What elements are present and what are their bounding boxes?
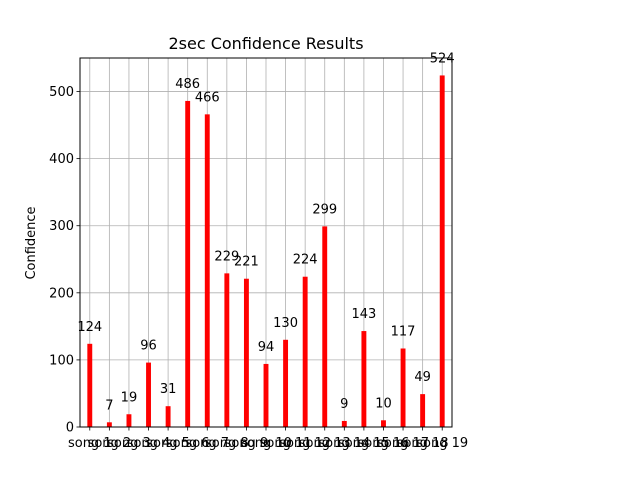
y-tick-label: 400 <box>49 152 74 167</box>
bar-value-label: 229 <box>214 249 239 264</box>
bar <box>204 114 210 428</box>
bar <box>283 339 289 427</box>
bar <box>185 100 191 428</box>
x-tick-label: song 18 <box>397 436 449 451</box>
x-tick-label: song 2 <box>88 436 132 451</box>
x-tick-label: song 12 <box>279 436 331 451</box>
y-tick-label: 300 <box>49 219 74 234</box>
bar <box>439 75 445 427</box>
x-tick-label: song 9 <box>225 436 269 451</box>
x-tick-label: song 5 <box>146 436 190 451</box>
bar-value-label: 130 <box>273 316 298 331</box>
x-tick-label: song 4 <box>127 436 171 451</box>
bar <box>322 226 328 427</box>
bar-value-label: 49 <box>414 370 431 385</box>
bar-value-label: 466 <box>195 90 220 105</box>
bar <box>341 420 347 427</box>
bar <box>126 414 132 427</box>
bar-value-label: 31 <box>160 382 177 397</box>
bar-value-label: 94 <box>258 340 275 355</box>
bar <box>165 406 171 427</box>
x-tick-label: song 17 <box>377 436 429 451</box>
x-tick-label: song 8 <box>205 436 249 451</box>
bar-value-label: 96 <box>140 339 157 354</box>
bar-value-label: 299 <box>312 202 337 217</box>
plot-frame <box>79 57 453 428</box>
y-axis-ticks: 0 100 200 300 400 500 <box>49 85 80 436</box>
x-tick-label: song 10 <box>240 436 292 451</box>
x-tick-label: song 3 <box>107 436 151 451</box>
bar <box>243 278 249 427</box>
x-tick-label: song 14 <box>318 436 370 451</box>
x-tick-label: song 11 <box>260 436 312 451</box>
bar <box>87 343 93 427</box>
bar <box>400 348 406 427</box>
y-tick-label: 0 <box>66 421 74 436</box>
bar-value-label: 7 <box>105 398 113 413</box>
bar-value-label: 143 <box>351 307 376 322</box>
bar <box>420 394 426 427</box>
x-tick-label: song 7 <box>185 436 229 451</box>
y-tick-label: 100 <box>49 353 74 368</box>
bar-value-label: 524 <box>430 51 455 66</box>
bar-value-label: 19 <box>121 390 138 405</box>
y-axis-label: Confidence <box>24 206 39 279</box>
x-tick-label: song 15 <box>338 436 390 451</box>
bar-value-label: 224 <box>293 253 318 268</box>
x-tick-label: song 1 <box>68 436 112 451</box>
bar-value-label: 117 <box>391 325 416 340</box>
bar <box>302 276 308 427</box>
bars <box>87 75 445 428</box>
bar-value-label: 221 <box>234 255 259 270</box>
bar <box>106 422 112 427</box>
x-tick-label: song 6 <box>166 436 210 451</box>
x-tick-label: song 16 <box>358 436 410 451</box>
chart-title: 2sec Confidence Results <box>168 34 363 53</box>
y-tick-label: 500 <box>49 85 74 100</box>
x-tick-label: song 19 <box>416 436 468 451</box>
y-tick-label: 200 <box>49 286 74 301</box>
bar <box>381 420 386 427</box>
bar-value-label: 486 <box>175 77 200 92</box>
bar-value-label: 124 <box>77 320 102 335</box>
x-tick-label: song 13 <box>299 436 351 451</box>
bar <box>263 363 269 427</box>
bar <box>146 362 151 427</box>
bar-value-label: 9 <box>340 397 348 412</box>
bar <box>361 331 367 427</box>
bar-value-label: 10 <box>375 396 392 411</box>
bar <box>224 273 230 427</box>
